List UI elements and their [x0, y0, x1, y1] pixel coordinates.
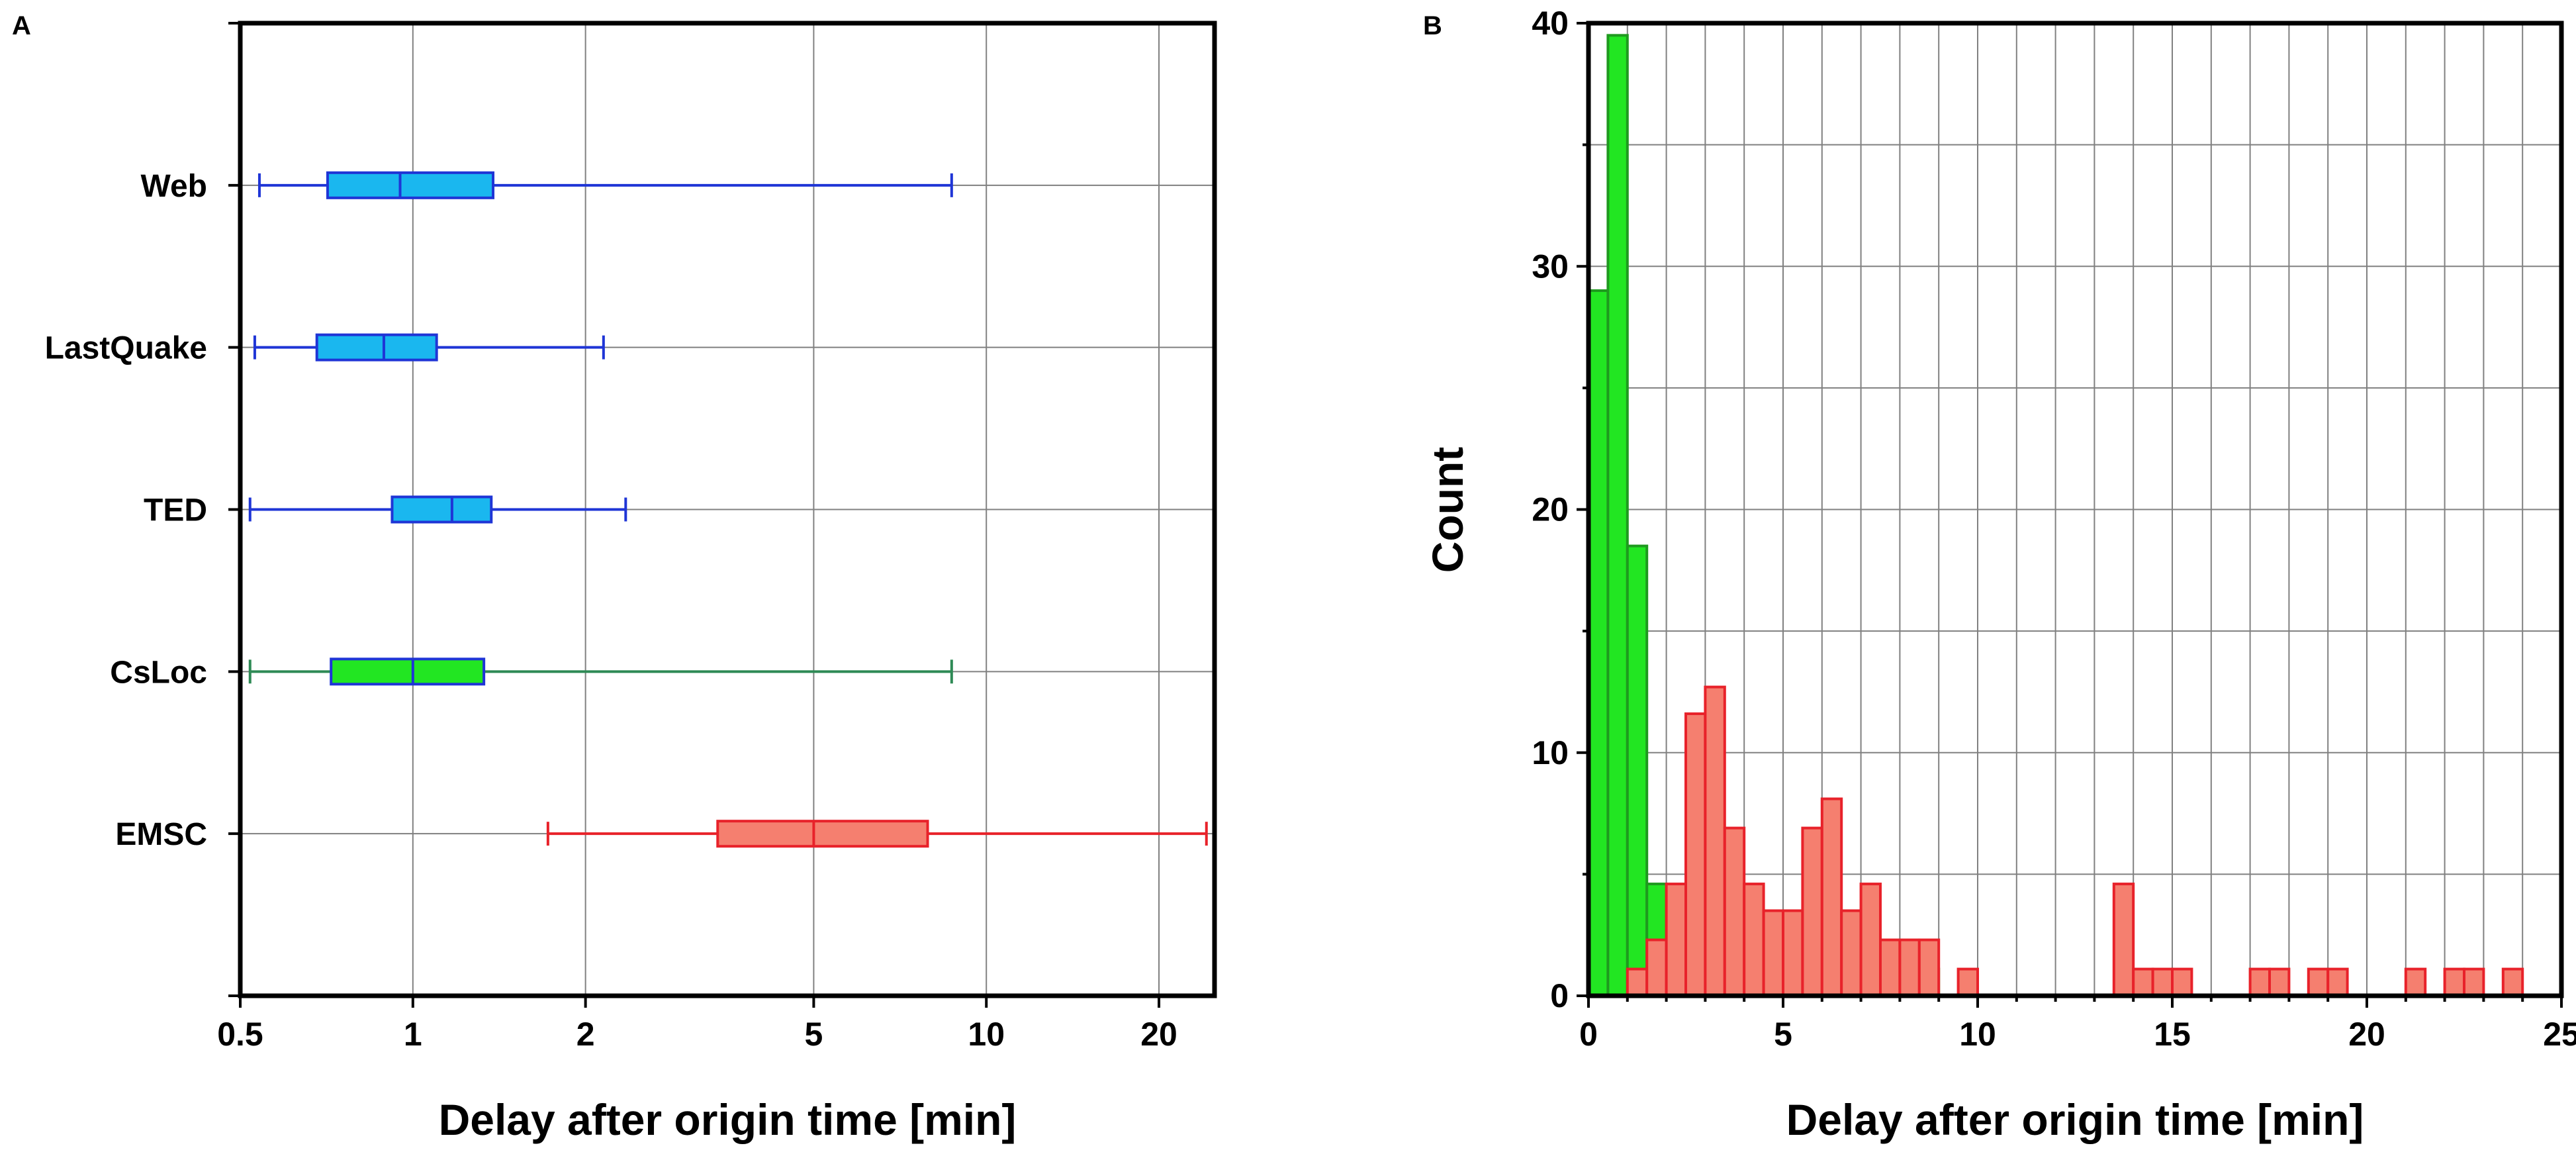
panel-b-x-tick-label: 20 [2348, 1016, 2385, 1053]
panel-a-category-label: LastQuake [45, 331, 207, 366]
panel-a-x-tick-label: 20 [1140, 1016, 1177, 1053]
panel-a-category-label: CsLoc [110, 655, 207, 690]
histogram-bar-red [1626, 967, 1649, 998]
box-iqr [716, 820, 929, 848]
histogram-bar-red [1917, 938, 1941, 997]
panel-b-y-axis-label: Count [1423, 447, 1472, 573]
box-iqr [326, 171, 495, 199]
panel-b-y-tick-label: 10 [1532, 734, 1569, 771]
panel-a-category-label: Web [141, 169, 207, 204]
histogram-bar-red [1665, 883, 1688, 997]
histogram-bar-red [2171, 967, 2193, 998]
histogram-bar-green [1626, 544, 1649, 997]
panel-a-boxes [248, 171, 1208, 848]
panel-b-y-tick-label: 20 [1532, 491, 1569, 528]
box-iqr [391, 495, 493, 524]
panel-b-x-tick-label: 5 [1774, 1016, 1792, 1053]
histogram-bar-red [1723, 826, 1746, 998]
histogram-bar-red [2248, 967, 2272, 998]
histogram-bar-red [1879, 938, 1902, 997]
panel-a-category-labels: Web LastQuake TED CsLoc EMSC [45, 169, 207, 852]
panel-b-x-tick-label: 25 [2543, 1016, 2576, 1053]
histogram-bar-red [1684, 712, 1707, 997]
panel-a-x-tick-label: 0.5 [217, 1016, 263, 1053]
panel-a-category-label: EMSC [115, 817, 207, 852]
histogram-bar-green [1587, 289, 1610, 998]
panel-a-x-axis-label: Delay after origin time [min] [439, 1095, 1017, 1144]
histogram-bar-red [1956, 967, 1980, 998]
panel-a-x-tick-label: 10 [968, 1016, 1005, 1053]
panel-a-x-tick-label: 5 [805, 1016, 823, 1053]
panel-b-x-tick-labels: 0 5 10 15 20 25 [1579, 1016, 2576, 1053]
histogram-bar-red [2151, 967, 2174, 998]
panel-b-x-tick-label: 15 [2154, 1016, 2191, 1053]
histogram-bar-red [2132, 967, 2154, 998]
panel-a-category-label: TED [144, 493, 207, 528]
panel-b-ticks [1577, 22, 2563, 1008]
panel-b-histogram: B 0 10 20 30 40 0 5 10 15 20 25 Count Delay after… [1423, 5, 2576, 1144]
panel-b-y-tick-label: 0 [1550, 977, 1569, 1014]
histogram-bar-red [1820, 797, 1843, 997]
histogram-bar-red [2443, 967, 2466, 998]
histogram-bar-red [2501, 967, 2524, 998]
panel-b-y-tick-labels: 0 10 20 30 40 [1532, 5, 1569, 1014]
panel-a-label: A [12, 11, 31, 40]
histogram-bar-red [2112, 883, 2135, 997]
panel-a-ticks [228, 22, 1161, 1008]
panel-b-y-tick-label: 40 [1532, 5, 1569, 42]
histogram-bar-red [1859, 883, 1882, 997]
histogram-bar-red [1782, 909, 1804, 998]
panel-b-y-tick-label: 30 [1532, 248, 1569, 285]
histogram-bar-red [1704, 685, 1726, 998]
histogram-bar-red [2268, 967, 2291, 998]
panel-b-x-axis-label: Delay after origin time [min] [1786, 1095, 2364, 1144]
histogram-bar-red [1898, 938, 1921, 997]
box-iqr [315, 333, 438, 362]
histogram-bar-red [1743, 883, 1765, 997]
panel-b-x-tick-label: 10 [1959, 1016, 1996, 1053]
histogram-bar-red [2404, 967, 2427, 998]
histogram-bar-red [2307, 967, 2330, 998]
histogram-bar-green [1606, 34, 1629, 997]
histogram-bar-red [1801, 826, 1823, 998]
panel-a-x-tick-label: 2 [576, 1016, 595, 1053]
histogram-bar-red [1762, 909, 1785, 998]
panel-b-x-tick-label: 0 [1579, 1016, 1598, 1053]
histogram-bar-red [1645, 938, 1668, 997]
panel-a-x-tick-label: 1 [404, 1016, 422, 1053]
box-iqr [330, 657, 486, 686]
panel-a-boxplot: A Web LastQuake TED CsLoc EMSC 0.5 1 2 5 10 20 De… [12, 11, 1217, 1144]
panel-a-x-tick-labels: 0.5 1 2 5 10 20 [217, 1016, 1177, 1053]
panel-b-label: B [1423, 11, 1442, 40]
histogram-bar-red [2326, 967, 2349, 998]
histogram-bar-red [1840, 909, 1863, 998]
histogram-bar-red [2463, 967, 2485, 998]
